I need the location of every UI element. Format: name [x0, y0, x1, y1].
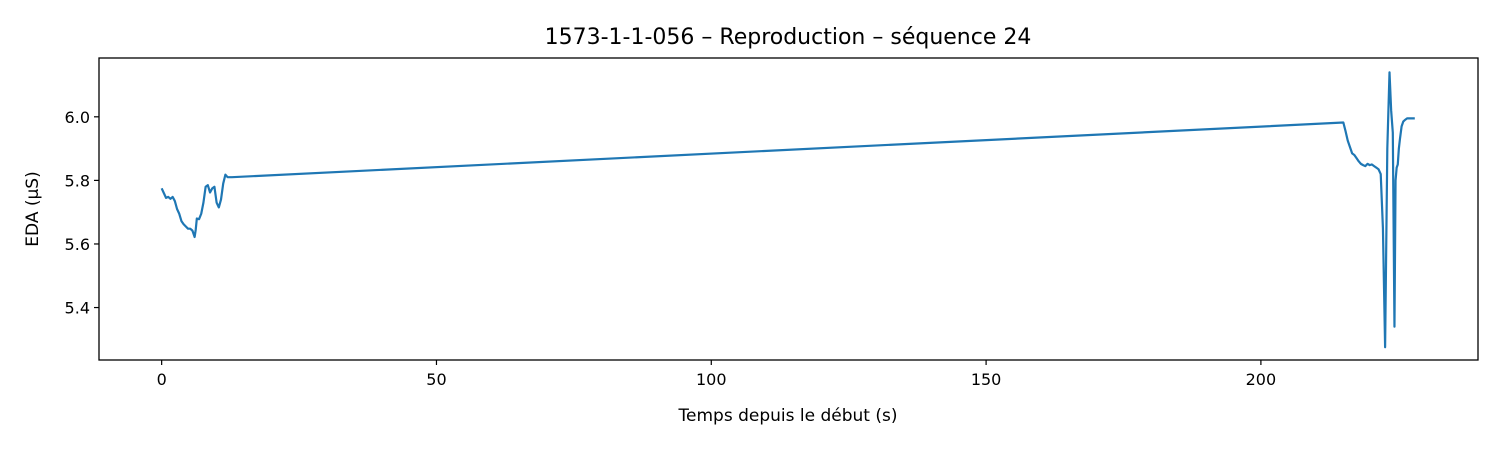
x-axis-label: Temps depuis le début (s) [678, 406, 898, 426]
x-tick-label: 200 [1246, 370, 1277, 389]
y-tick-label: 5.4 [65, 299, 90, 318]
y-tick-label: 6.0 [65, 108, 90, 127]
x-tick-label: 100 [696, 370, 727, 389]
x-tick-label: 150 [971, 370, 1002, 389]
x-tick-label: 50 [426, 370, 446, 389]
y-axis-label: EDA (µS) [23, 171, 43, 246]
plot-area [160, 71, 1415, 349]
axes-frame [98, 57, 1479, 361]
x-tick-label: 0 [157, 370, 167, 389]
y-tick-label: 5.6 [65, 235, 90, 254]
y-tick-label: 5.8 [65, 171, 90, 190]
chart-title: 1573-1-1-056 – Reproduction – séquence 2… [545, 25, 1032, 50]
series-line-0 [160, 71, 1415, 349]
y-axis: 5.4 5.6 5.8 6.0 [65, 108, 99, 318]
x-axis: 0 50 100 150 200 [157, 360, 1277, 389]
